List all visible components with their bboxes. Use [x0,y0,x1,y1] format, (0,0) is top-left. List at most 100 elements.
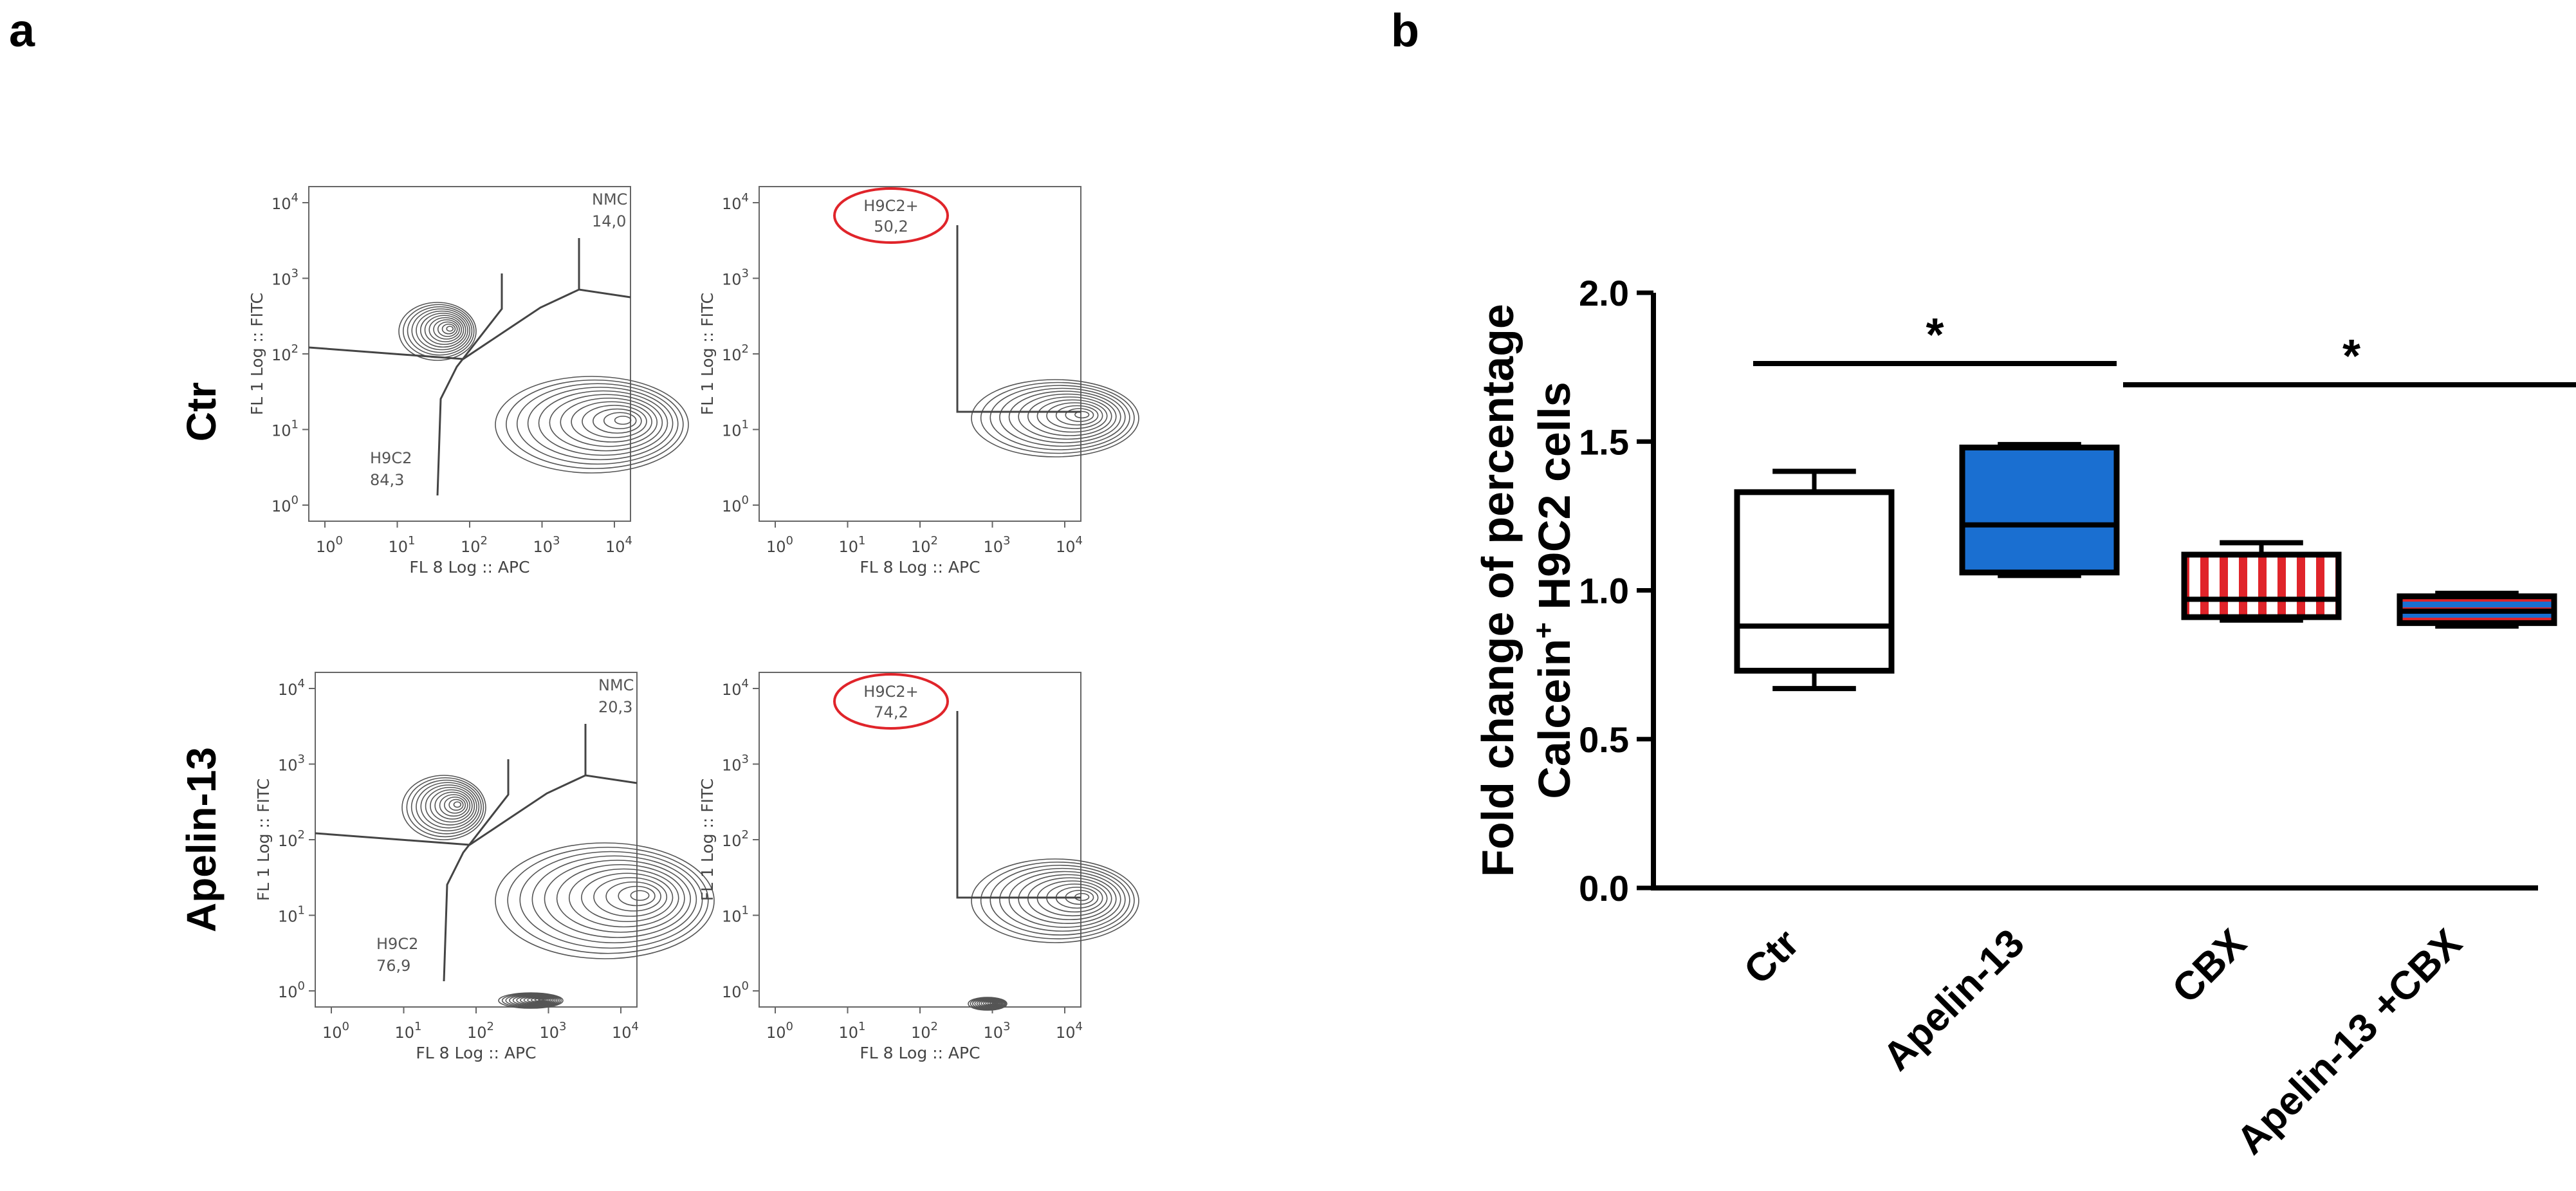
contour-line [433,319,460,340]
h9c2-gate-name: H9C2 [376,935,418,953]
h9c2-gate-line [308,288,631,360]
contour-line [531,855,697,944]
contour-line [448,799,464,811]
h9c2-gate-name: H9C2 [370,449,412,467]
y-tick-label: 100 [278,979,305,1001]
x-tick-label: 104 [1056,1020,1083,1042]
contour-line [444,796,466,814]
x-axis-label: FL 8 Log :: APC [416,1044,536,1062]
plot-frame [759,672,1081,1008]
contour-line [1027,877,1112,921]
y-tick-label: 0.0 [1579,868,1629,909]
contour-line [1027,396,1112,436]
contour-line [556,863,685,933]
box-body [1959,445,2120,576]
contour-line [406,777,484,838]
row-label-apelin: Apelin-13 [178,747,225,932]
contour-line [534,998,546,1002]
contour-line [519,995,553,1005]
contour-line [1046,402,1103,429]
flow-plot-ctr-h9c2: 100 100 101 101 102 102 103 103 104 104 FL 8 Log :… [698,186,1139,577]
contour-line [410,779,482,835]
x-tick-label: 100 [766,1020,793,1042]
contour-line [999,867,1126,932]
contour-line [498,992,564,1009]
contour-line [571,401,652,443]
y-axis-label-line2: Calcein+ H9C2 cells [1528,382,1579,799]
plot-frame [759,186,1081,522]
h9c2-plus-gate [956,225,1081,413]
box-body [1734,489,1895,674]
y-tick-label: 102 [722,342,749,364]
y-tick-label: 0.5 [1579,719,1629,760]
y-tick-label: 1.5 [1579,421,1629,462]
category-label: Ctr [1736,921,1808,993]
contour-line [495,376,689,474]
h9c2-plus-gate [956,711,1081,899]
contour-line [416,782,480,832]
contour-line [523,996,551,1004]
contour-line [980,862,1135,939]
y-tick-label: 100 [722,979,749,1001]
contour-line [560,397,658,447]
x-tick-label: 104 [1056,534,1083,556]
x-tick-label: 101 [395,1020,422,1042]
flow-plot-apelin-gating: 100 100 101 101 102 102 103 103 104 104 FL 8 Log :… [254,672,715,1062]
contour-line [980,382,1135,454]
contour-line [999,387,1126,447]
y-tick-label: 103 [722,267,749,289]
h9c2-plus-gate-value: 74,2 [874,703,908,721]
contour-line [509,993,558,1007]
x-tick-label: 100 [766,534,793,556]
y-tick-label: 102 [271,342,299,364]
y-tick-label: 100 [722,494,749,515]
x-tick-label: 101 [839,1020,866,1042]
category-label: Apelin-13 +CBX [2228,921,2470,1163]
nmc-gate-name: NMC [592,190,627,208]
contour-line [1018,393,1117,440]
y-axis-label: FL 1 Log :: FITC [698,779,717,901]
contour-line [593,408,642,434]
x-tick-label: 100 [316,534,343,556]
contour-line [630,890,650,901]
row-label-ctr: Ctr [178,382,225,441]
x-tick-label: 104 [612,1020,639,1042]
y-tick-label: 104 [278,677,305,699]
x-tick-label: 101 [839,534,866,556]
panel-a-label: a [9,5,35,57]
y-tick-label: 104 [722,677,749,699]
contour-line [605,881,661,912]
x-tick-label: 103 [984,534,1011,556]
x-tick-label: 102 [911,1020,938,1042]
y-axis-label-line1: Fold change of percentage [1473,304,1523,877]
y-tick-label: 100 [271,494,299,515]
contour-line [1018,874,1117,925]
y-tick-label: 101 [278,904,305,926]
contour-line [419,313,466,348]
contour-line [991,1002,996,1004]
y-tick-label: 101 [722,904,749,926]
contour-line [1065,408,1094,422]
contour-line [989,385,1130,450]
contour-line [505,993,560,1008]
y-axis-label: FL 1 Log :: FITC [254,779,273,901]
contour-line [1055,405,1099,426]
x-tick-label: 101 [389,534,416,556]
nmc-gate-value: 20,3 [598,698,632,716]
contour-line [1008,871,1121,928]
y-tick-label: 2.0 [1579,273,1629,313]
contour-line [398,302,477,361]
contour-line [618,885,656,907]
contour-line [434,791,471,820]
y-axis-label: FL 1 Log :: FITC [248,293,266,416]
contour-line [401,775,486,840]
category-label: Apelin-13 [1875,921,2033,1079]
highlight-ellipse [833,673,949,730]
contour-line [425,786,475,826]
y-tick-label: 103 [271,267,299,289]
x-axis-label: FL 8 Log :: APC [860,558,980,577]
nmc-gate-name: NMC [598,676,634,694]
contour-line [424,315,465,346]
highlight-ellipse [833,187,949,244]
